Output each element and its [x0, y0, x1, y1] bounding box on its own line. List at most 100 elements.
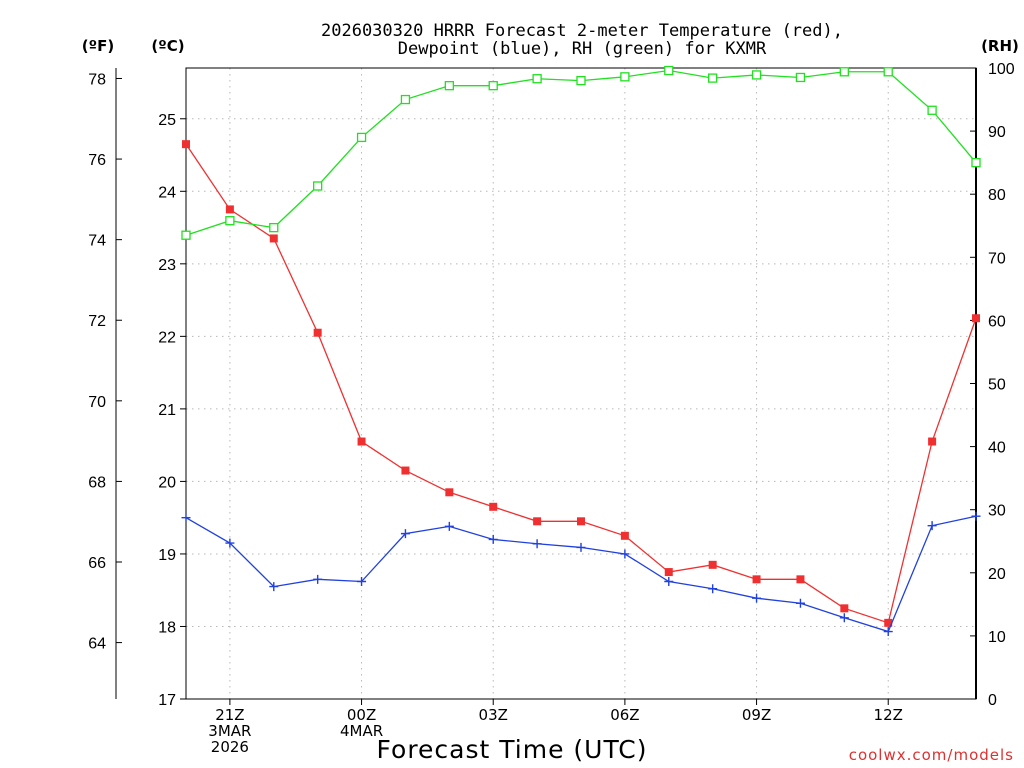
rh-point	[620, 72, 630, 82]
fahrenheit-tick-label: 78	[88, 71, 106, 88]
chart-title-line1: 2026030320 HRRR Forecast 2-meter Tempera…	[321, 21, 843, 41]
series-layer	[181, 65, 981, 637]
fahrenheit-tick-label: 76	[88, 152, 106, 169]
x-axis-label: Forecast Time (UTC)	[377, 735, 648, 764]
temperature-point	[928, 437, 937, 446]
rh-point	[795, 72, 806, 83]
temperature-point	[577, 517, 585, 526]
fahrenheit-unit-label: (ºF)	[82, 37, 114, 55]
dewpoint-point	[927, 521, 937, 531]
dewpoint-point	[444, 521, 454, 531]
dewpoint-point	[357, 577, 367, 587]
temperature-point	[269, 234, 278, 243]
dewpoint-point	[488, 534, 498, 544]
dewpoint-point	[708, 584, 718, 594]
dewpoint-point	[313, 574, 323, 584]
fahrenheit-tick-label: 68	[88, 474, 106, 491]
dewpoint-point	[971, 511, 981, 521]
rh-tick-label: 100	[988, 61, 1015, 78]
rh-point	[225, 216, 235, 226]
rh-point	[576, 75, 586, 86]
dewpoint-point	[664, 577, 674, 587]
rh-unit-label: (RH)	[981, 37, 1019, 55]
rh-point	[708, 73, 718, 83]
rh-point	[971, 157, 981, 168]
temperature-point	[620, 531, 629, 540]
temperature-point	[533, 517, 542, 526]
temperature-point	[489, 502, 498, 511]
rh-tick-label: 80	[988, 187, 1006, 204]
x-tick-label: 03Z	[479, 706, 508, 724]
chart-title-line2: Dewpoint (blue), RH (green) for KXMR	[398, 39, 767, 59]
rh-point	[839, 67, 849, 77]
rh-point	[532, 74, 542, 84]
rh-point	[751, 70, 762, 80]
temperature-point	[972, 314, 980, 323]
rh-tick-label: 10	[988, 629, 1006, 646]
temperature-point	[752, 575, 761, 584]
temperature-point	[796, 575, 805, 584]
temperature-point	[445, 488, 454, 497]
x-tick-label: 06Z	[610, 706, 639, 724]
dewpoint-point	[620, 549, 630, 559]
x-tick-label: 3MAR	[208, 722, 251, 740]
rh-point	[444, 81, 454, 91]
celsius-tick-label: 23	[158, 257, 176, 274]
rh-tick-label: 90	[988, 124, 1006, 141]
dewpoint-point	[225, 538, 235, 548]
celsius-tick-label: 18	[158, 619, 176, 636]
celsius-tick-label: 25	[158, 112, 176, 129]
x-tick-label: 4MAR	[340, 722, 383, 740]
dewpoint-point	[795, 598, 805, 608]
temperature-point	[840, 604, 849, 613]
dewpoint-point	[181, 513, 191, 523]
temperature-point	[708, 560, 717, 569]
dewpoint-point	[532, 539, 542, 549]
rh-tick-label: 20	[988, 566, 1006, 583]
rh-point	[313, 181, 323, 191]
rh-tick-label: 40	[988, 440, 1006, 457]
rh-point	[883, 67, 893, 77]
x-tick-label: 12Z	[874, 706, 903, 724]
rh-tick-label: 60	[988, 313, 1006, 330]
rh-point	[488, 81, 498, 91]
temperature-point	[401, 466, 410, 475]
rh-point	[269, 222, 279, 233]
rh-point	[400, 94, 411, 105]
celsius-tick-label: 21	[158, 402, 176, 419]
celsius-tick-label: 24	[158, 184, 176, 201]
celsius-unit-label: (ºC)	[151, 37, 184, 55]
temperature-point	[664, 568, 673, 577]
celsius-tick-label: 20	[158, 474, 176, 491]
temperature-point	[225, 205, 234, 214]
rh-tick-label: 0	[988, 692, 997, 709]
dewpoint-line	[185, 515, 977, 633]
temperature-point	[357, 437, 366, 446]
rh-point	[181, 230, 191, 240]
celsius-tick-label: 17	[158, 692, 176, 709]
dewpoint-point	[269, 582, 279, 592]
x-tick-label: 21Z	[215, 706, 244, 724]
rh-tick-label: 70	[988, 250, 1006, 267]
dewpoint-point	[400, 529, 410, 539]
temperature-point	[313, 328, 322, 337]
temperature-point	[182, 140, 190, 149]
fahrenheit-tick-label: 70	[88, 394, 106, 411]
rh-point	[664, 65, 674, 76]
dewpoint-point	[839, 613, 849, 623]
temperature-point	[884, 618, 893, 627]
dewpoint-point	[752, 593, 762, 603]
rh-point	[927, 105, 937, 115]
dewpoint-point	[576, 542, 586, 552]
dewpoint-point	[883, 627, 893, 637]
fahrenheit-tick-label: 66	[88, 555, 106, 572]
fahrenheit-tick-label: 74	[88, 233, 106, 250]
gridlines	[186, 68, 976, 699]
rh-tick-label: 30	[988, 503, 1006, 520]
plot-frame	[185, 67, 977, 700]
rh-tick-label: 50	[988, 377, 1006, 394]
y-axis-ticks: 17 18 19 20 21 22 23 24 25 64 66 68 70 72 74 76 78 0 10 20 3…	[88, 61, 1015, 709]
x-tick-label: 2026	[211, 738, 249, 756]
